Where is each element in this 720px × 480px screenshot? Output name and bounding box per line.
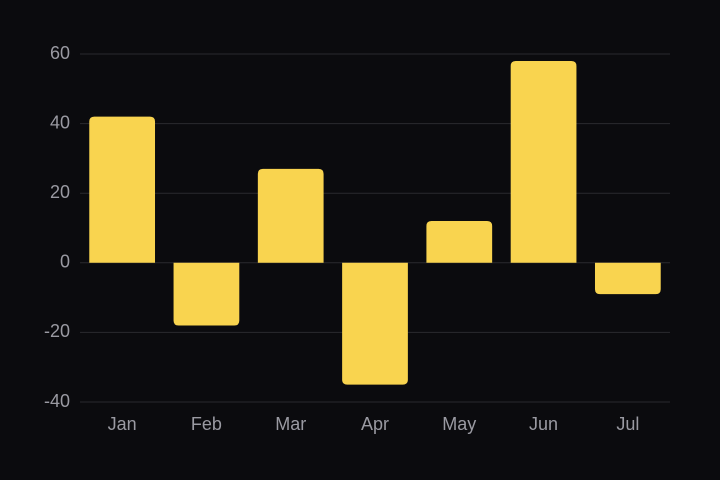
bar xyxy=(510,60,577,263)
bar xyxy=(257,168,324,263)
x-tick-label: Jul xyxy=(616,414,639,434)
y-tick-label: 40 xyxy=(50,112,70,132)
x-tick-label: Jan xyxy=(108,414,137,434)
y-tick-label: -20 xyxy=(44,321,70,341)
x-tick-label: Mar xyxy=(275,414,306,434)
y-tick-label: -40 xyxy=(44,391,70,411)
bar xyxy=(342,262,408,385)
bar xyxy=(89,116,156,263)
x-tick-label: Feb xyxy=(191,414,222,434)
x-tick-label: Jun xyxy=(529,414,558,434)
y-tick-label: 60 xyxy=(50,43,70,63)
x-tick-label: May xyxy=(442,414,476,434)
bar xyxy=(173,262,240,326)
bar xyxy=(594,262,661,295)
bar xyxy=(426,221,493,263)
y-tick-label: 20 xyxy=(50,182,70,202)
y-tick-label: 0 xyxy=(60,252,70,272)
x-tick-label: Apr xyxy=(361,414,389,434)
